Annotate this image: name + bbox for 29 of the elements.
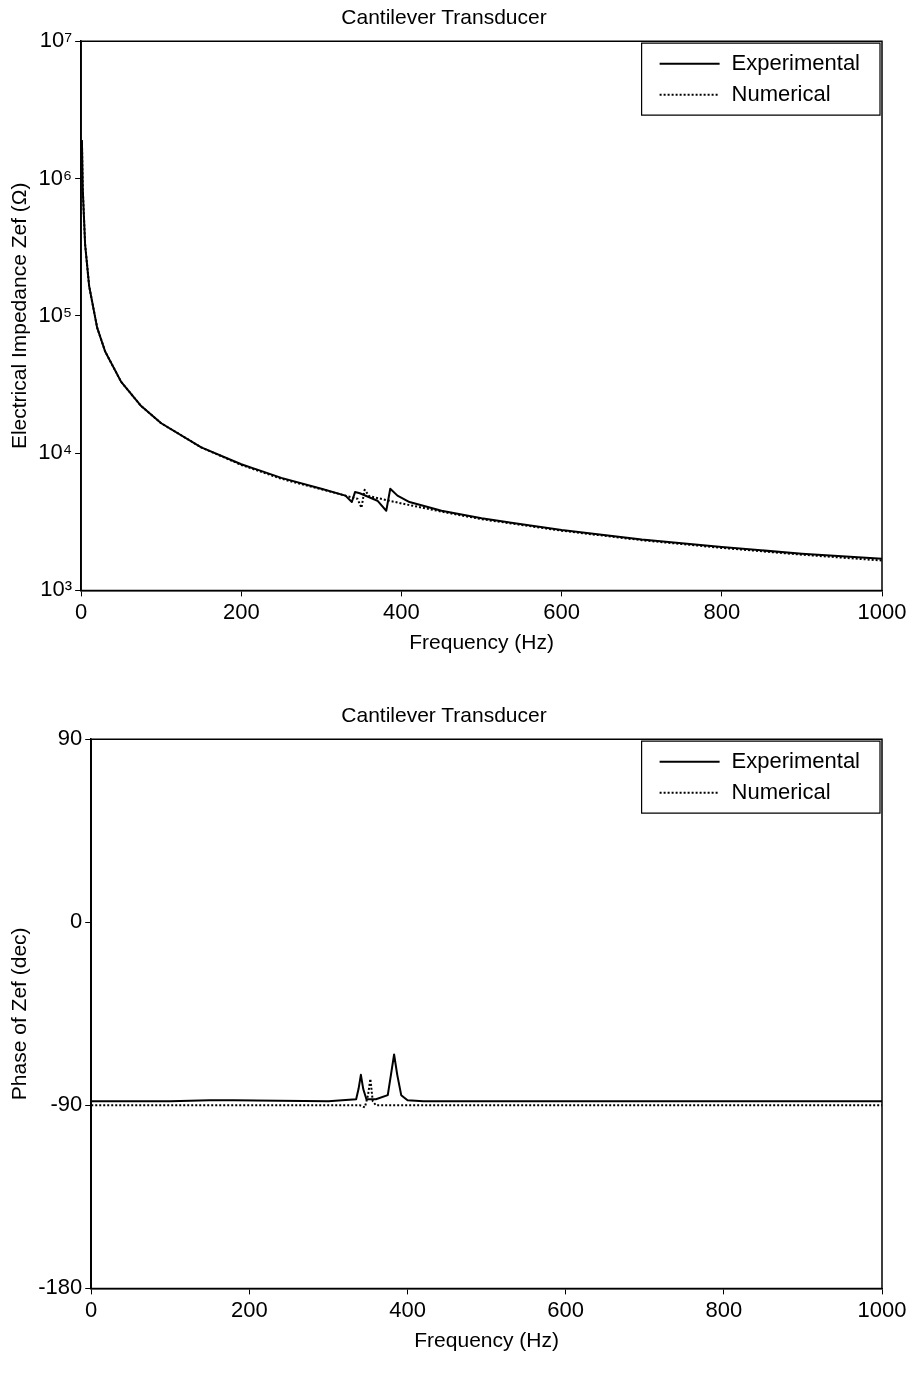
- y-axis-title: Phase of Zef (dec): [7, 927, 31, 1101]
- x-tick-label: 1000: [857, 598, 907, 624]
- y-axis-title: Electrical Impedance Zef (Ω): [7, 182, 31, 450]
- legend-label: Numerical: [731, 80, 831, 106]
- x-tick-label: 200: [222, 598, 260, 624]
- y-tick-label: 10⁶: [38, 164, 73, 190]
- y-tick-label: -90: [50, 1091, 83, 1117]
- x-tick-label: 400: [383, 598, 420, 624]
- y-tick-label: 10³: [40, 576, 73, 602]
- x-axis-title: Frequency (Hz): [414, 1328, 559, 1352]
- x-tick-label: 800: [703, 598, 741, 624]
- y-tick-label: 10⁴: [38, 439, 73, 465]
- x-tick-label: 600: [543, 598, 581, 624]
- legend-label: Experimental: [731, 49, 860, 75]
- x-tick-label: 200: [231, 1296, 268, 1322]
- x-tick-label: 1000: [857, 1296, 907, 1322]
- chart-title: Cantilever Transducer: [341, 5, 547, 29]
- y-tick-label: 10⁷: [39, 27, 73, 53]
- y-tick-label: 90: [57, 725, 83, 751]
- x-tick-label: 600: [547, 1296, 585, 1322]
- x-axis-title: Frequency (Hz): [409, 630, 554, 654]
- legend-label: Experimental: [731, 747, 860, 773]
- y-tick-label: -180: [38, 1274, 83, 1300]
- chart-title: Cantilever Transducer: [341, 703, 547, 727]
- x-tick-label: 800: [705, 1296, 743, 1322]
- y-tick-label: 10⁵: [38, 301, 73, 327]
- x-tick-label: 400: [389, 1296, 426, 1322]
- y-tick-label: 0: [69, 908, 83, 934]
- legend-label: Numerical: [731, 778, 831, 804]
